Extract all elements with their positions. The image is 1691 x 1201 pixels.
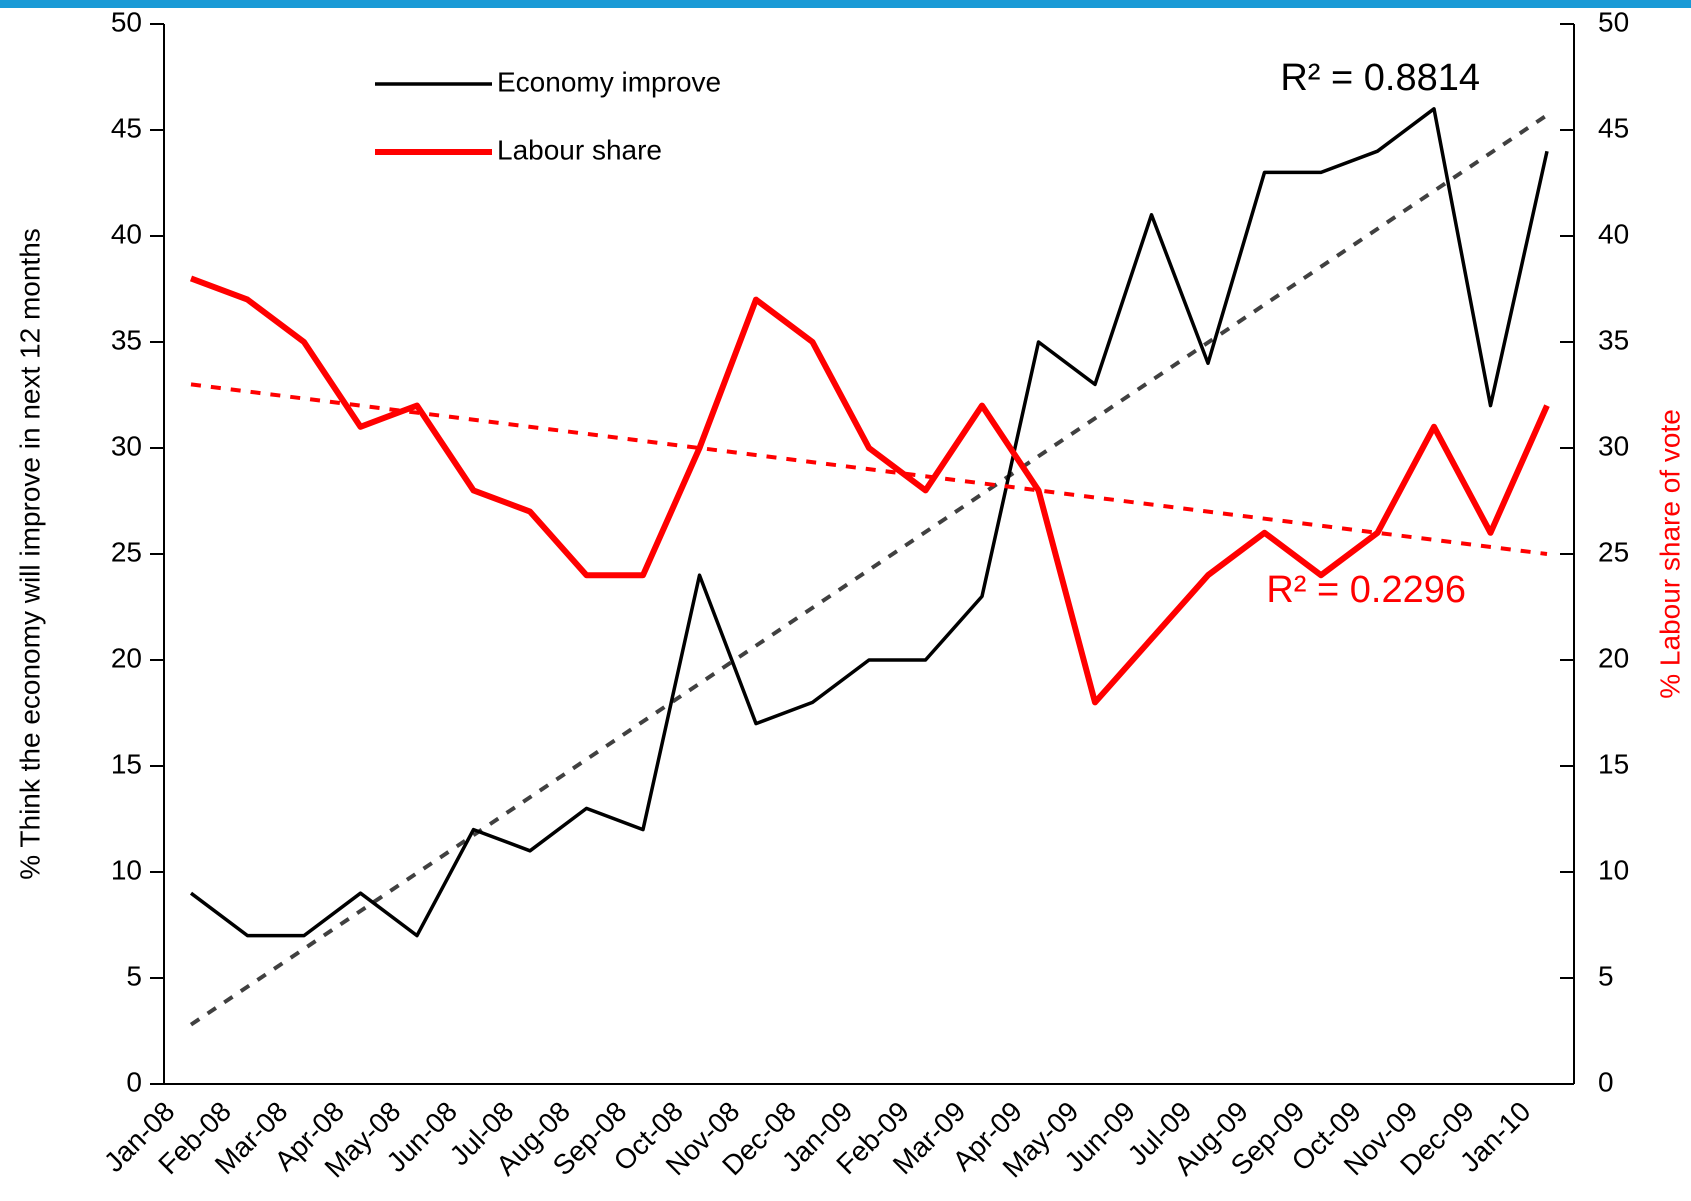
y2-tick-label: 40 bbox=[1598, 218, 1629, 249]
y2-tick-label: 5 bbox=[1598, 960, 1614, 991]
legend-label: Labour share bbox=[497, 134, 662, 165]
y-tick-label: 10 bbox=[111, 854, 142, 885]
y-tick-label: 40 bbox=[111, 218, 142, 249]
trendline bbox=[190, 382, 1548, 556]
y-tick-label: 5 bbox=[126, 960, 142, 991]
y2-tick-label: 0 bbox=[1598, 1066, 1614, 1097]
trend-annotation: R² = 0.2296 bbox=[1266, 569, 1466, 611]
trendline bbox=[189, 113, 1549, 1027]
y-tick-label: 35 bbox=[111, 324, 142, 355]
legend-label: Economy improve bbox=[497, 66, 721, 97]
y-tick-label: 50 bbox=[111, 6, 142, 37]
y2-tick-label: 50 bbox=[1598, 6, 1629, 37]
y2-axis-label: % Labour share of vote bbox=[1654, 409, 1685, 699]
series-line bbox=[189, 275, 1550, 706]
y2-tick-label: 35 bbox=[1598, 324, 1629, 355]
y2-tick-label: 25 bbox=[1598, 536, 1629, 567]
y2-tick-label: 10 bbox=[1598, 854, 1629, 885]
y2-tick-label: 15 bbox=[1598, 748, 1629, 779]
series-line bbox=[189, 107, 1549, 938]
top-bar bbox=[0, 0, 1691, 8]
y-tick-label: 20 bbox=[111, 642, 142, 673]
y-tick-label: 45 bbox=[111, 112, 142, 143]
y-axis-label: % Think the economy will improve in next… bbox=[14, 228, 45, 880]
y2-tick-label: 30 bbox=[1598, 430, 1629, 461]
y2-tick-label: 45 bbox=[1598, 112, 1629, 143]
y-tick-label: 30 bbox=[111, 430, 142, 461]
trend-annotation: R² = 0.8814 bbox=[1280, 57, 1480, 99]
y-tick-label: 25 bbox=[111, 536, 142, 567]
y-tick-label: 0 bbox=[126, 1066, 142, 1097]
y2-tick-label: 20 bbox=[1598, 642, 1629, 673]
y-tick-label: 15 bbox=[111, 748, 142, 779]
